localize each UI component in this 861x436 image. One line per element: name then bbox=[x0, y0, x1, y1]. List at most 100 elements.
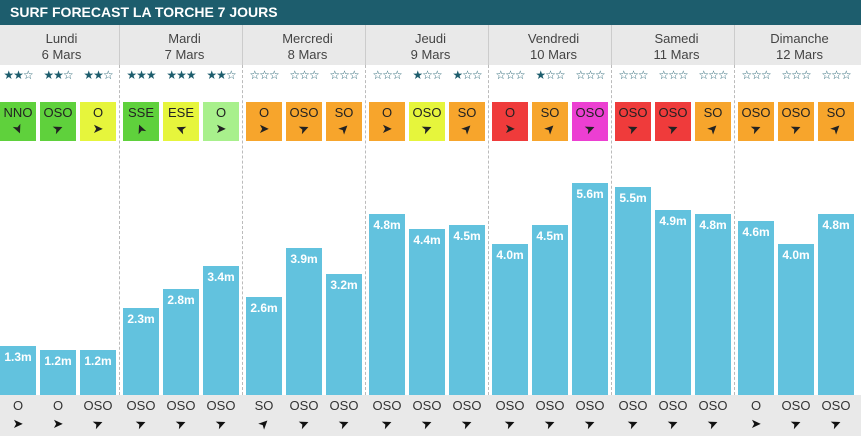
direction-arrow: ➤ bbox=[172, 414, 189, 433]
wave-label: 4.0m bbox=[496, 247, 524, 262]
swell-arrow-cell: ➤ bbox=[816, 414, 856, 433]
direction-arrow: ➤ bbox=[212, 414, 229, 433]
direction-arrow: ➤ bbox=[827, 414, 844, 433]
swell-direction: OSO bbox=[126, 398, 156, 413]
wave-label: 2.6m bbox=[250, 300, 278, 315]
direction-arrow: ➤ bbox=[747, 119, 764, 138]
day-date: 6 Mars bbox=[41, 47, 82, 62]
wave-label: 3.4m bbox=[207, 270, 235, 285]
wind-direction: O bbox=[504, 105, 516, 120]
header-separator bbox=[611, 25, 612, 65]
day-name: Mercredi bbox=[282, 31, 333, 46]
direction-arrow: ➤ bbox=[664, 119, 681, 138]
wind-direction: O bbox=[381, 105, 393, 120]
direction-arrow: ➤ bbox=[12, 416, 24, 431]
wind-direction: O bbox=[215, 105, 227, 120]
wave-label: 4.8m bbox=[373, 217, 401, 232]
swell-direction: OSO bbox=[658, 398, 688, 413]
day-footer bbox=[492, 395, 615, 436]
day-header: Mercredi 8 Mars bbox=[246, 25, 369, 65]
day-name: Mardi bbox=[168, 31, 201, 46]
wave-label: 3.9m bbox=[290, 251, 318, 266]
wind-box: O ➤ bbox=[369, 102, 405, 141]
wind-box: OSO ➤ bbox=[409, 102, 445, 141]
wind-box: SO ➤ bbox=[695, 102, 731, 141]
wind-box: SO ➤ bbox=[449, 102, 485, 141]
day-footer bbox=[615, 395, 738, 436]
wind-box: ESE ➤ bbox=[163, 102, 199, 141]
wave-bar bbox=[532, 224, 568, 395]
direction-arrow: ➤ bbox=[49, 119, 66, 138]
day-header: Dimanche 12 Mars bbox=[738, 25, 861, 65]
wave-bar bbox=[778, 243, 814, 395]
wave-label: 1.3m bbox=[4, 349, 32, 364]
direction-arrow: ➤ bbox=[295, 414, 312, 433]
wave-bar bbox=[163, 289, 199, 395]
wave-label: 5.5m bbox=[619, 191, 647, 206]
swell-direction: O bbox=[12, 398, 24, 413]
day-separator bbox=[488, 65, 489, 395]
wave-bar bbox=[40, 349, 76, 395]
rating-stars: ☆☆☆ bbox=[821, 68, 851, 82]
wave-label: 2.3m bbox=[127, 312, 155, 327]
direction-arrow: ➤ bbox=[704, 414, 721, 433]
swell-direction: OSO bbox=[412, 398, 442, 413]
swell-arrow-cell: ➤ bbox=[653, 414, 693, 433]
swell-arrow-cell: ➤ bbox=[570, 415, 610, 433]
swell-arrow-cell: ➤ bbox=[407, 415, 447, 433]
swell-direction: OSO bbox=[83, 398, 113, 413]
wind-box: OSO ➤ bbox=[615, 102, 651, 141]
direction-arrow: ➤ bbox=[335, 414, 352, 433]
wave-label: 4.9m bbox=[659, 213, 687, 228]
wave-bar bbox=[738, 221, 774, 395]
wind-box: OSO ➤ bbox=[572, 102, 608, 141]
day-header: Mardi 7 Mars bbox=[123, 25, 246, 65]
rating-stars: ☆☆☆ bbox=[495, 68, 525, 82]
wave-bar bbox=[818, 213, 854, 395]
swell-direction: OSO bbox=[166, 398, 196, 413]
day-header: Lundi 6 Mars bbox=[0, 25, 123, 65]
direction-arrow: ➤ bbox=[378, 414, 395, 433]
wave-label: 4.8m bbox=[699, 217, 727, 232]
wave-bar bbox=[0, 345, 36, 395]
day-date: 10 Mars bbox=[530, 47, 577, 62]
wind-direction: OSO bbox=[412, 105, 442, 120]
swell-arrow-cell: ➤ bbox=[0, 415, 38, 431]
header-separator bbox=[242, 25, 243, 65]
swell-direction: OSO bbox=[535, 398, 565, 413]
header-separator bbox=[119, 25, 120, 65]
direction-arrow: ➤ bbox=[624, 119, 641, 138]
swell-arrow-cell: ➤ bbox=[201, 414, 241, 433]
direction-arrow: ➤ bbox=[541, 414, 558, 433]
swell-direction: O bbox=[52, 398, 64, 413]
wave-bar bbox=[695, 213, 731, 395]
wind-direction: O bbox=[258, 105, 270, 120]
direction-arrow: ➤ bbox=[624, 414, 641, 433]
day-footer bbox=[738, 395, 861, 436]
day-footer bbox=[369, 395, 492, 436]
direction-arrow: ➤ bbox=[52, 416, 64, 431]
wave-bar bbox=[246, 296, 282, 395]
rating-stars: ☆☆☆ bbox=[698, 68, 728, 82]
swell-direction: OSO bbox=[452, 398, 482, 413]
rating-stars: ☆☆☆ bbox=[372, 68, 402, 82]
wave-bar bbox=[655, 209, 691, 395]
direction-arrow: ➤ bbox=[664, 414, 681, 433]
day-date: 11 Mars bbox=[653, 47, 700, 62]
swell-arrow-cell: ➤ bbox=[161, 414, 201, 433]
wave-label: 4.5m bbox=[453, 228, 481, 243]
direction-arrow: ➤ bbox=[215, 121, 227, 136]
wind-direction: OSO bbox=[43, 105, 73, 120]
wave-bar bbox=[492, 243, 528, 395]
direction-arrow: ➤ bbox=[787, 119, 804, 138]
day-date: 8 Mars bbox=[287, 47, 328, 62]
wind-direction: OSO bbox=[289, 105, 319, 120]
swell-direction: SO bbox=[254, 398, 274, 413]
wave-bar bbox=[409, 228, 445, 395]
direction-arrow: ➤ bbox=[258, 121, 270, 136]
swell-arrow-cell: ➤ bbox=[324, 414, 364, 433]
swell-direction: OSO bbox=[821, 398, 851, 413]
swell-arrow-cell: ➤ bbox=[776, 415, 816, 433]
rating-stars: ★☆☆ bbox=[535, 68, 565, 82]
